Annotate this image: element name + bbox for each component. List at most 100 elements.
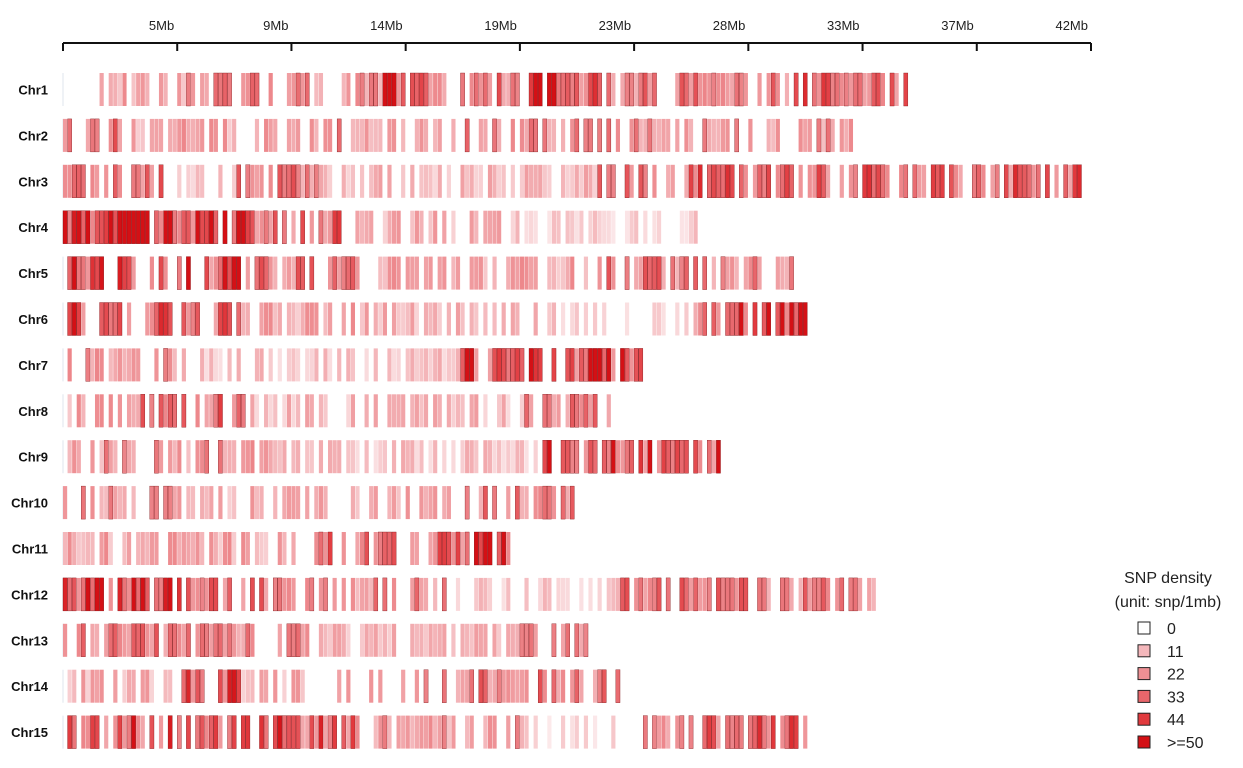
density-bin xyxy=(236,210,241,244)
density-bin xyxy=(94,210,100,244)
density-bin xyxy=(309,394,314,428)
density-bin xyxy=(569,440,575,474)
density-bin xyxy=(295,256,301,290)
density-bin xyxy=(903,164,909,198)
density-bin xyxy=(716,164,721,198)
density-bin xyxy=(519,118,525,152)
density-bin xyxy=(844,72,849,107)
density-bin xyxy=(487,210,493,244)
density-bin xyxy=(163,623,168,657)
density-bin xyxy=(533,348,538,382)
density-bin xyxy=(684,118,689,152)
density-bin xyxy=(117,486,122,520)
density-bin xyxy=(108,485,114,520)
chromosome-track-chr10: Chr10 xyxy=(11,485,575,520)
density-bin xyxy=(716,73,721,106)
density-bin xyxy=(250,440,255,474)
density-bin xyxy=(177,118,182,152)
density-bin xyxy=(583,256,589,290)
density-bin xyxy=(277,440,282,474)
density-bin xyxy=(405,715,410,749)
density-bin xyxy=(501,164,506,198)
density-bin xyxy=(460,623,465,657)
density-bin xyxy=(419,577,424,611)
density-bin xyxy=(474,531,479,566)
density-bin xyxy=(414,440,419,474)
density-bin xyxy=(414,348,419,382)
density-bin xyxy=(533,302,538,336)
density-bin xyxy=(291,623,296,657)
density-bin xyxy=(1022,164,1027,198)
density-bin xyxy=(465,440,470,474)
density-bin xyxy=(570,210,575,244)
density-bin xyxy=(469,256,474,290)
density-bin xyxy=(318,164,324,198)
density-bin xyxy=(826,577,831,611)
density-bin xyxy=(419,623,424,657)
density-bin xyxy=(812,577,817,612)
density-bin xyxy=(396,394,401,428)
x-axis: 5Mb 9Mb 14Mb 19Mb 23Mb 28Mb 33Mb 37Mb 42Mb xyxy=(62,18,1092,51)
density-bin xyxy=(254,210,260,244)
density-bin xyxy=(90,669,95,703)
density-bin xyxy=(474,256,479,290)
density-bin xyxy=(451,256,456,290)
density-bin xyxy=(583,394,589,428)
density-bin xyxy=(492,715,497,749)
density-bin xyxy=(81,715,86,749)
density-bin xyxy=(291,486,296,520)
density-bin xyxy=(154,348,159,382)
density-bin xyxy=(487,577,493,611)
density-bin xyxy=(291,348,296,382)
density-bin xyxy=(524,669,529,703)
density-bin xyxy=(684,577,689,612)
density-bin xyxy=(209,623,214,657)
density-bin xyxy=(76,256,82,290)
density-bin xyxy=(1072,164,1078,198)
density-bin xyxy=(757,164,762,198)
density-bin xyxy=(501,302,506,336)
density-bin xyxy=(272,210,278,244)
density-bin xyxy=(85,715,91,749)
density-bin xyxy=(195,623,200,657)
density-bin xyxy=(364,118,369,152)
density-bin xyxy=(437,256,442,290)
density-bin xyxy=(647,118,653,153)
density-bin xyxy=(373,348,378,382)
density-bin xyxy=(177,256,182,290)
density-bin xyxy=(569,348,575,382)
density-bin xyxy=(200,532,205,565)
density-bin xyxy=(428,486,433,520)
density-bin xyxy=(62,577,68,612)
density-bin xyxy=(245,164,251,198)
density-bin xyxy=(67,118,72,153)
density-bin xyxy=(264,440,269,474)
density-bin xyxy=(816,118,822,153)
density-bin xyxy=(615,669,621,703)
density-bin xyxy=(350,440,356,474)
density-bin xyxy=(103,302,109,336)
density-bin xyxy=(236,164,241,198)
density-bin xyxy=(168,669,173,703)
density-bin xyxy=(67,210,72,244)
density-bin xyxy=(341,532,346,565)
density-bin xyxy=(1013,164,1018,198)
density-bin xyxy=(227,118,232,152)
density-bin xyxy=(510,348,516,382)
density-bin xyxy=(113,486,118,520)
density-bin xyxy=(579,210,584,244)
density-bin xyxy=(378,256,383,290)
density-bin xyxy=(126,623,132,657)
density-bin xyxy=(524,256,529,290)
density-bin xyxy=(780,164,785,198)
density-bin xyxy=(889,72,895,107)
density-bin xyxy=(227,302,232,336)
chromosome-label: Chr7 xyxy=(18,358,48,373)
density-bin xyxy=(656,440,662,474)
density-bin xyxy=(254,72,260,107)
density-bin xyxy=(561,669,566,703)
density-bin xyxy=(410,715,415,749)
density-bin xyxy=(771,72,776,107)
density-bin xyxy=(117,302,123,336)
density-bin xyxy=(533,72,538,107)
